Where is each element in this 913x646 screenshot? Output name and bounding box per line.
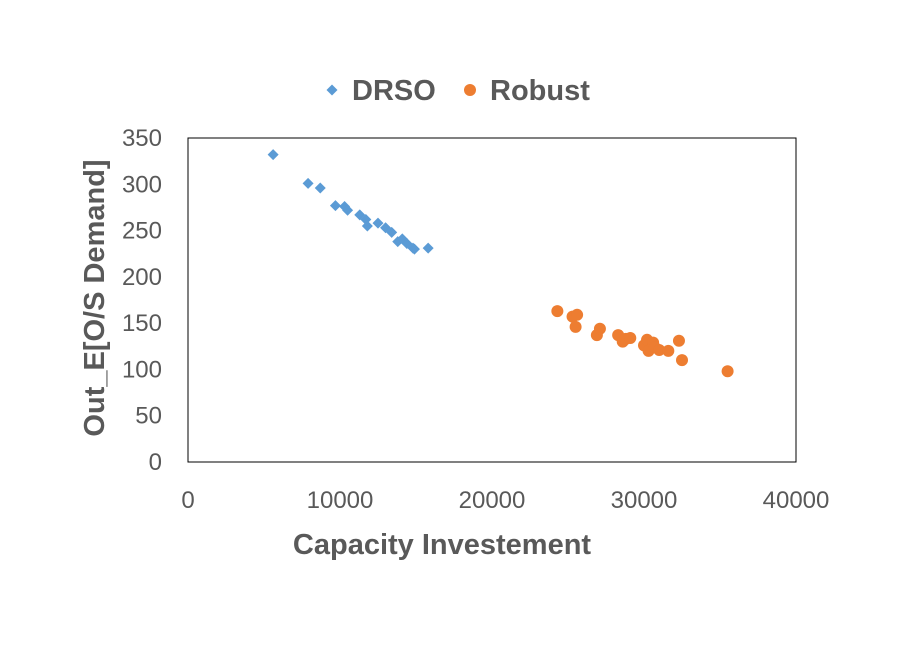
x-tick-label: 40000 [763, 487, 830, 514]
y-tick-label: 100 [122, 356, 162, 383]
robust-point [624, 331, 637, 344]
y-tick-label: 250 [122, 218, 162, 245]
drso-point [422, 242, 434, 254]
robust-point [721, 365, 734, 378]
legend-label-robust: Robust [490, 75, 590, 107]
legend-entry-drso: DRSO [326, 75, 436, 107]
drso-point [342, 204, 354, 216]
drso-point [408, 243, 420, 255]
x-tick-label: 10000 [307, 487, 374, 514]
y-tick-label: 300 [122, 171, 162, 198]
y-axis-title: Out_E[O/S Demand] [79, 159, 111, 436]
series-drso [267, 149, 434, 255]
drso-point [386, 226, 398, 238]
legend: DRSO Robust [326, 75, 590, 107]
x-axis-title: Capacity Investement [293, 529, 592, 561]
drso-point [329, 200, 341, 212]
y-tick-label: 350 [122, 125, 162, 152]
robust-point [676, 354, 688, 367]
robust-point [593, 322, 606, 335]
x-tick-label: 20000 [459, 487, 526, 514]
drso-point [372, 217, 384, 229]
data-points [267, 149, 734, 378]
drso-point [314, 182, 326, 194]
robust-point [662, 344, 675, 357]
y-tick-label: 200 [122, 264, 162, 291]
y-tick-label: 0 [149, 449, 162, 476]
x-tick-label: 30000 [611, 487, 678, 514]
robust-point [551, 305, 564, 318]
drso-point [267, 149, 279, 161]
y-tick-label: 50 [135, 403, 162, 430]
y-axis-ticks: 0 50 100 150 200 250 300 350 [122, 125, 162, 476]
series-robust [551, 305, 734, 378]
legend-marker-robust [464, 84, 476, 96]
y-tick-label: 150 [122, 310, 162, 337]
x-tick-label: 0 [181, 487, 194, 514]
robust-point [571, 308, 584, 321]
robust-point [653, 343, 666, 356]
legend-entry-robust: Robust [464, 75, 590, 107]
plot-area [187, 137, 797, 463]
x-axis-ticks: 0 10000 20000 30000 40000 [181, 487, 829, 514]
robust-point [672, 334, 685, 347]
drso-point [302, 177, 314, 189]
drso-point [361, 220, 373, 232]
legend-marker-drso [326, 84, 338, 96]
legend-label-drso: DRSO [352, 75, 436, 107]
robust-point [569, 320, 582, 333]
